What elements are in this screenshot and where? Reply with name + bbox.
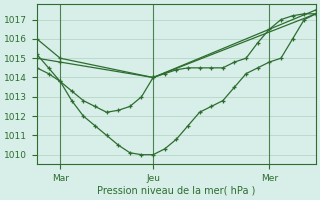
X-axis label: Pression niveau de la mer( hPa ): Pression niveau de la mer( hPa ): [97, 186, 256, 196]
